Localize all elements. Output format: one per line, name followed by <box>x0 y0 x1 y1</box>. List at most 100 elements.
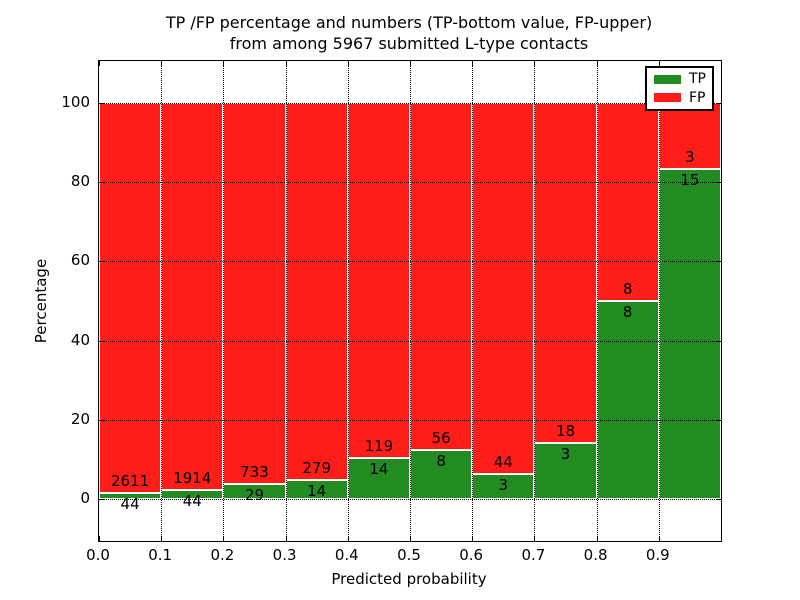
fp-count-label: 2611 <box>111 471 150 490</box>
plot-area: 2611 44 1914 44 733 29 279 14 119 14 56 8 44 3 18 3 8 8 3 1… <box>98 60 722 542</box>
x-tick-label: 0.0 <box>86 546 110 564</box>
tp-count-label: 44 <box>120 494 140 513</box>
legend: TP FP <box>645 66 714 111</box>
fp-count-label: 18 <box>555 421 576 440</box>
tp-count-label: 44 <box>182 492 202 511</box>
y-tick-label: 100 <box>61 92 90 111</box>
y-tick-mark-right <box>716 102 721 104</box>
legend-item: TP <box>647 72 712 86</box>
x-tick-mark <box>347 536 349 541</box>
x-tick-mark-top <box>285 61 287 66</box>
x-tick-mark-top <box>99 61 100 66</box>
fp-bar-segment <box>99 102 162 493</box>
x-gridline <box>410 61 411 541</box>
y-tick-mark <box>99 420 104 421</box>
chart-title-line-2: from among 5967 submitted L-type contact… <box>229 34 589 53</box>
x-tick-mark-top <box>721 61 722 66</box>
x-tick-label: 0.9 <box>645 546 670 564</box>
x-tick-mark <box>223 536 225 541</box>
x-gridline <box>223 61 225 541</box>
x-tick-label: 0.7 <box>521 546 546 564</box>
y-tick-mark <box>99 261 104 263</box>
y-tick-label: 0 <box>80 489 90 508</box>
fp-count-label: 279 <box>302 459 331 478</box>
x-tick-mark-top <box>161 61 163 66</box>
chart-title-line-1: TP /FP percentage and numbers (TP-bottom… <box>165 13 653 32</box>
x-gridline <box>472 61 474 541</box>
fp-bar-segment <box>410 102 473 450</box>
x-tick-mark <box>534 536 536 541</box>
y-tick-mark-right <box>716 340 721 342</box>
y-tick-mark-right <box>716 261 721 263</box>
x-tick-label: 0.4 <box>334 546 359 564</box>
red-rect-icon <box>654 93 681 103</box>
y-tick-label: 60 <box>70 251 90 270</box>
fp-count-label: 119 <box>364 436 394 455</box>
x-tick-label: 0.5 <box>397 546 421 564</box>
x-tick-label: 0.6 <box>459 546 484 564</box>
fp-count-label: 733 <box>240 463 269 482</box>
x-gridline <box>658 61 660 541</box>
x-tick-mark-top <box>658 61 660 66</box>
x-tick-mark <box>472 536 474 541</box>
tp-count-label: 8 <box>436 451 446 470</box>
y-tick-mark <box>99 499 104 501</box>
x-gridline <box>596 61 598 541</box>
y-tick-label: 80 <box>70 171 90 190</box>
x-tick-mark <box>285 536 287 541</box>
tp-count-label: 14 <box>307 482 327 501</box>
fp-count-label: 8 <box>622 280 633 298</box>
tp-count-label: 8 <box>622 303 633 321</box>
x-tick-mark <box>721 536 722 541</box>
x-tick-mark <box>410 536 411 541</box>
fp-bar-segment <box>161 102 224 491</box>
x-tick-mark-top <box>472 61 474 66</box>
x-tick-mark-top <box>410 61 411 66</box>
x-gridline <box>347 61 349 541</box>
x-tick-mark <box>596 536 598 541</box>
tp-count-label: 3 <box>560 444 571 463</box>
x-gridline <box>285 61 287 541</box>
fp-bar-segment <box>285 102 348 481</box>
tp-count-label: 29 <box>244 486 265 505</box>
tp-count-label: 15 <box>680 170 700 189</box>
legend-item-label: FP <box>689 89 706 106</box>
x-gridline <box>161 61 163 541</box>
x-tick-mark-top <box>347 61 349 66</box>
x-tick-mark-top <box>596 61 598 66</box>
fp-count-label: 3 <box>685 147 695 166</box>
tp-bar-segment <box>410 449 473 500</box>
tp-bar-segment <box>534 442 597 500</box>
tp-bar-segment <box>596 301 659 500</box>
x-axis-label: Predicted probability <box>331 570 487 588</box>
x-tick-mark <box>161 536 163 541</box>
fp-bar-segment <box>534 102 597 443</box>
x-tick-mark-top <box>534 61 536 66</box>
x-tick-label: 0.2 <box>210 546 235 564</box>
x-tick-label: 0.1 <box>148 546 173 564</box>
x-tick-mark <box>99 536 100 541</box>
y-tick-label: 20 <box>70 410 90 428</box>
fp-bar-segment <box>596 102 659 301</box>
legend-item-label: TP <box>689 71 706 88</box>
x-gridline <box>534 61 536 541</box>
y-tick-mark-right <box>716 181 721 183</box>
y-tick-mark <box>99 181 104 183</box>
fp-count-label: 1914 <box>173 469 212 488</box>
fp-bar-segment <box>658 102 721 169</box>
fp-bar-segment <box>223 102 286 485</box>
legend-item: FP <box>647 91 712 105</box>
y-tick-mark-right <box>716 499 721 501</box>
x-tick-label: 0.3 <box>272 546 297 564</box>
tp-bar-segment <box>472 474 535 500</box>
tp-count-label: 3 <box>498 476 509 495</box>
y-tick-label: 40 <box>70 330 90 349</box>
fp-bar-segment <box>347 102 410 458</box>
tp-count-label: 14 <box>369 459 389 478</box>
fp-count-label: 56 <box>431 428 451 447</box>
y-tick-mark <box>99 102 104 104</box>
fp-bar-segment <box>472 102 535 475</box>
tp-bar-segment <box>658 168 721 500</box>
x-tick-mark <box>658 536 660 541</box>
